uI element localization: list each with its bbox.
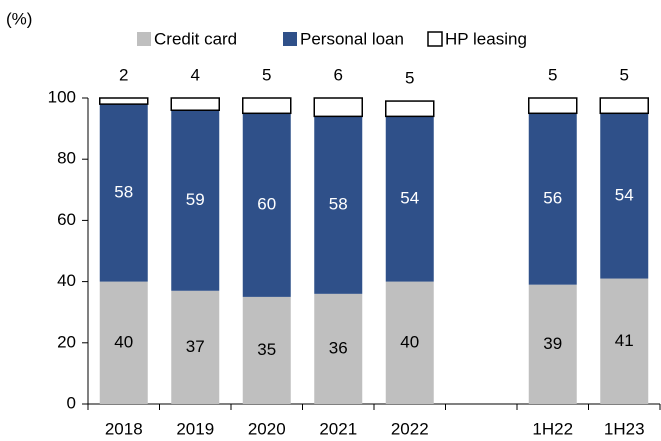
data-label: 37	[186, 337, 205, 356]
data-label: 60	[257, 195, 276, 214]
data-label: 4	[191, 65, 200, 84]
data-label: 36	[329, 338, 348, 357]
bar-segment	[170, 97, 220, 111]
y-axis-label: (%)	[6, 9, 32, 28]
bar-segment	[314, 116, 363, 294]
data-label: 54	[615, 185, 634, 204]
y-tick-label: 100	[48, 87, 76, 106]
bar-segment	[242, 97, 292, 115]
data-label: 41	[615, 331, 634, 350]
data-label: 59	[186, 190, 205, 209]
data-label: 35	[257, 340, 276, 359]
bar-segment	[385, 100, 435, 118]
bar-segment	[171, 110, 220, 291]
bar-segment	[599, 97, 649, 115]
legend-swatch	[427, 31, 443, 47]
bar-segment	[242, 296, 291, 404]
x-tick-label: 1H23	[604, 419, 645, 438]
data-label: 2	[119, 65, 128, 84]
bar-segment	[242, 113, 291, 297]
data-label: 58	[329, 195, 348, 214]
bar-segment	[99, 97, 149, 105]
y-tick-label: 60	[57, 210, 76, 229]
data-label: 58	[114, 182, 133, 201]
bar-segment	[385, 281, 434, 404]
data-label: 40	[114, 332, 133, 351]
data-label: 5	[620, 65, 629, 84]
legend-label: Personal loan	[300, 29, 404, 48]
bar-segment	[528, 284, 577, 404]
x-tick-label: 2020	[248, 419, 286, 438]
bar-segment	[600, 113, 649, 279]
data-label: 6	[334, 65, 343, 84]
data-label: 5	[405, 69, 414, 88]
data-label: 5	[548, 65, 557, 84]
data-label: 5	[262, 65, 271, 84]
y-tick-label: 20	[57, 332, 76, 351]
data-label: 39	[543, 334, 562, 353]
y-tick-label: 80	[57, 149, 76, 168]
y-tick-label: 0	[67, 393, 76, 412]
x-tick-label: 2021	[319, 419, 357, 438]
bar-segment	[99, 104, 148, 282]
bar-segment	[313, 97, 363, 118]
x-tick-label: 2018	[105, 419, 143, 438]
legend-swatch	[283, 32, 297, 46]
data-label: 40	[400, 332, 419, 351]
bar-segment	[528, 113, 577, 285]
data-label: 56	[543, 188, 562, 207]
bar-segment	[314, 293, 363, 404]
bar-segment	[171, 290, 220, 404]
legend-label: Credit card	[154, 29, 237, 48]
legend-label: HP leasing	[445, 29, 527, 48]
bar-segment	[600, 278, 649, 404]
y-tick-label: 40	[57, 271, 76, 290]
legend-swatch	[137, 32, 151, 46]
x-tick-label: 2019	[176, 419, 214, 438]
bar-segment	[385, 116, 434, 282]
x-tick-label: 1H22	[532, 419, 573, 438]
data-label: 54	[400, 188, 419, 207]
bar-segment	[99, 281, 148, 404]
bar-segment	[528, 97, 578, 115]
x-tick-label: 2022	[391, 419, 429, 438]
